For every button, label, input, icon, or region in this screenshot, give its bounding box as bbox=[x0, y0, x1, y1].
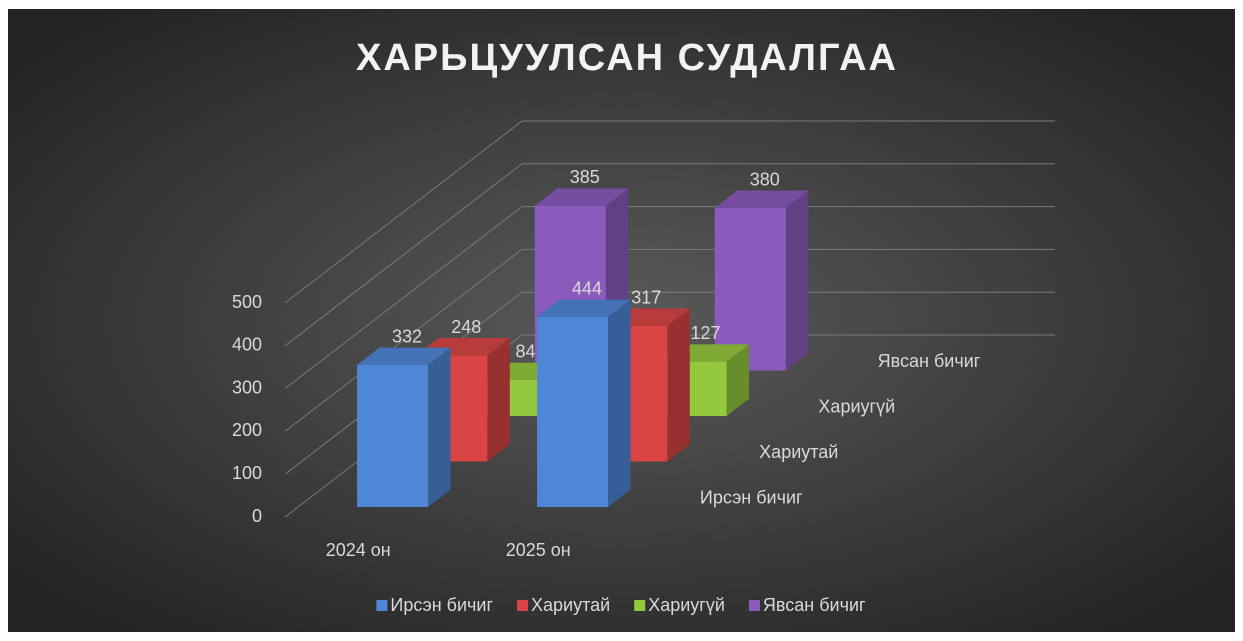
data-label: 332 bbox=[392, 326, 422, 346]
legend-item: Ирсэн бичиг bbox=[376, 595, 493, 615]
legend-swatch bbox=[376, 600, 388, 611]
legend-item: Явсан бичиг bbox=[748, 595, 866, 615]
legend-item: Хариугүй bbox=[634, 595, 725, 615]
bar bbox=[714, 207, 786, 371]
data-label: 127 bbox=[691, 323, 721, 343]
y-tick-label: 300 bbox=[232, 377, 262, 397]
y-tick-label: 100 bbox=[232, 463, 262, 483]
bar-side bbox=[428, 347, 451, 507]
depth-label: Хариутай bbox=[759, 442, 838, 462]
depth-label: Ирсэн бичиг bbox=[700, 488, 803, 508]
data-label: 317 bbox=[631, 287, 661, 307]
bar bbox=[537, 316, 609, 507]
grid-line bbox=[284, 120, 523, 304]
depth-label: Хариугүй bbox=[818, 397, 895, 417]
legend-swatch bbox=[634, 600, 646, 611]
bar-side bbox=[487, 338, 510, 462]
bar-side bbox=[726, 344, 750, 416]
legend-label: Хариугүй bbox=[648, 595, 725, 615]
bar-top bbox=[534, 188, 629, 206]
grid-line bbox=[284, 206, 523, 389]
data-label: 444 bbox=[572, 278, 602, 298]
legend-label: Хариутай bbox=[531, 595, 610, 615]
bar-side bbox=[785, 190, 809, 371]
y-tick-label: 0 bbox=[252, 506, 262, 526]
legend-swatch bbox=[517, 600, 529, 611]
bar-top bbox=[357, 347, 451, 365]
legend-label: Явсан бичиг bbox=[763, 595, 866, 615]
depth-label: Явсан бичиг bbox=[878, 351, 981, 371]
x-tick-label: 2024 он bbox=[326, 540, 391, 560]
data-label: 385 bbox=[570, 167, 600, 187]
x-tick-label: 2025 он bbox=[506, 540, 571, 560]
data-label: 248 bbox=[451, 317, 481, 337]
grid-line bbox=[284, 249, 523, 432]
legend-item: Хариутай bbox=[517, 595, 610, 615]
legend-label: Ирсэн бичиг bbox=[390, 595, 493, 615]
bar-top bbox=[537, 299, 631, 317]
y-tick-label: 400 bbox=[232, 335, 262, 355]
bar bbox=[357, 364, 429, 507]
data-label: 380 bbox=[750, 169, 780, 189]
chart-title: ХАРЬЦУУЛСАН СУДАЛГАА bbox=[356, 37, 898, 79]
grid-line bbox=[284, 163, 523, 347]
y-tick-label: 200 bbox=[232, 420, 262, 440]
bar-side bbox=[667, 308, 690, 462]
data-label: 84 bbox=[516, 341, 536, 361]
y-tick-label: 500 bbox=[232, 292, 262, 312]
bar-top bbox=[714, 190, 809, 208]
legend-swatch bbox=[748, 600, 760, 611]
bar-side bbox=[608, 299, 631, 507]
